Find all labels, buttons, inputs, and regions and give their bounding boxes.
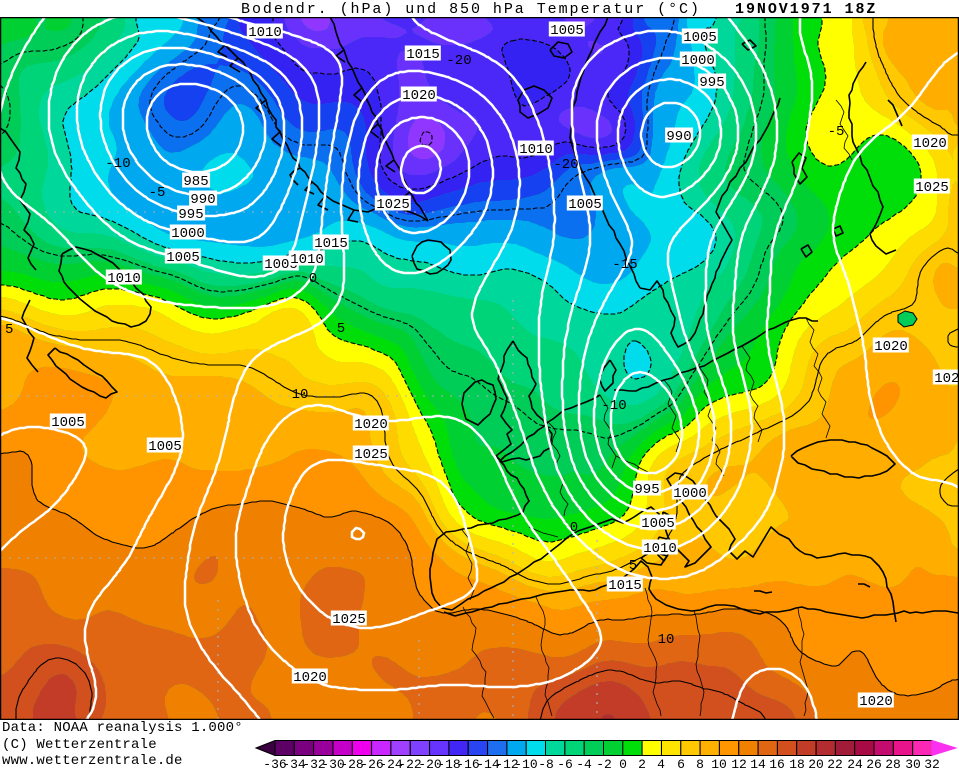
svg-text:-10: -10	[601, 398, 626, 414]
svg-text:-24: -24	[379, 757, 403, 770]
svg-text:1000: 1000	[171, 226, 205, 242]
svg-text:-10: -10	[105, 156, 130, 172]
svg-text:1005: 1005	[166, 250, 200, 266]
svg-text:-20: -20	[553, 157, 578, 173]
svg-text:1005: 1005	[51, 415, 85, 431]
svg-text:5: 5	[337, 321, 345, 337]
svg-text:-2: -2	[596, 757, 612, 770]
svg-text:1010: 1010	[643, 541, 677, 557]
svg-text:16: 16	[769, 757, 785, 770]
svg-text:10: 10	[658, 632, 675, 648]
svg-text:6: 6	[677, 757, 685, 770]
svg-text:1020: 1020	[859, 694, 893, 710]
svg-text:-34: -34	[282, 757, 306, 770]
svg-text:1020: 1020	[874, 339, 908, 355]
svg-text:10: 10	[292, 387, 309, 403]
svg-text:1005: 1005	[641, 516, 675, 532]
svg-text:1015: 1015	[314, 236, 348, 252]
svg-text:4: 4	[657, 757, 665, 770]
svg-text:1025: 1025	[915, 180, 949, 196]
svg-text:32: 32	[924, 757, 940, 770]
svg-text:995: 995	[178, 207, 203, 223]
svg-text:-22: -22	[398, 757, 421, 770]
svg-text:985: 985	[183, 174, 208, 190]
svg-text:-10: -10	[514, 757, 537, 770]
svg-text:1015: 1015	[608, 578, 642, 594]
svg-text:1005: 1005	[550, 23, 584, 39]
svg-text:-36: -36	[263, 757, 286, 770]
svg-text:-18: -18	[437, 757, 460, 770]
svg-text:-30: -30	[321, 757, 344, 770]
svg-text:1010: 1010	[519, 142, 553, 158]
svg-text:0: 0	[309, 271, 317, 287]
svg-text:1010: 1010	[107, 271, 141, 287]
svg-text:10: 10	[711, 757, 727, 770]
svg-text:1000: 1000	[673, 486, 707, 502]
svg-text:1005: 1005	[683, 30, 717, 46]
svg-text:2: 2	[638, 757, 646, 770]
svg-text:1025: 1025	[934, 371, 959, 387]
svg-text:20: 20	[808, 757, 824, 770]
svg-text:1005: 1005	[148, 439, 182, 455]
svg-text:14: 14	[750, 757, 766, 770]
svg-text:995: 995	[634, 482, 659, 498]
svg-text:1005: 1005	[568, 197, 602, 213]
svg-text:-5: -5	[828, 124, 845, 140]
svg-text:-15: -15	[612, 257, 637, 273]
svg-text:1015: 1015	[406, 47, 440, 63]
svg-text:24: 24	[847, 757, 863, 770]
svg-text:-12: -12	[495, 757, 518, 770]
svg-text:-20: -20	[446, 53, 471, 69]
svg-text:-26: -26	[360, 757, 383, 770]
svg-text:1025: 1025	[332, 612, 366, 628]
svg-text:-28: -28	[340, 757, 363, 770]
svg-text:22: 22	[827, 757, 843, 770]
svg-text:1020: 1020	[913, 136, 947, 152]
svg-text:-8: -8	[538, 757, 554, 770]
svg-text:1025: 1025	[376, 197, 410, 213]
svg-text:1000: 1000	[681, 53, 715, 69]
svg-text:0: 0	[619, 757, 627, 770]
svg-text:-6: -6	[557, 757, 573, 770]
svg-text:-16: -16	[456, 757, 479, 770]
svg-text:5: 5	[5, 322, 13, 338]
svg-text:26: 26	[866, 757, 882, 770]
svg-text:1025: 1025	[354, 447, 388, 463]
svg-text:1010: 1010	[248, 25, 282, 41]
svg-text:1020: 1020	[354, 417, 388, 433]
svg-text:8: 8	[696, 757, 704, 770]
svg-text:5: 5	[629, 558, 637, 574]
svg-text:28: 28	[885, 757, 901, 770]
svg-text:-14: -14	[476, 757, 500, 770]
svg-text:30: 30	[905, 757, 921, 770]
svg-text:990: 990	[666, 129, 691, 145]
svg-text:18: 18	[789, 757, 805, 770]
svg-text:1020: 1020	[293, 670, 327, 686]
svg-text:995: 995	[699, 75, 724, 91]
svg-text:-5: -5	[149, 185, 166, 201]
svg-text:-32: -32	[302, 757, 325, 770]
svg-text:12: 12	[731, 757, 747, 770]
svg-text:-20: -20	[418, 757, 441, 770]
svg-text:1010: 1010	[290, 252, 324, 268]
svg-text:-4: -4	[576, 757, 592, 770]
svg-text:1020: 1020	[402, 88, 436, 104]
svg-text:990: 990	[190, 192, 215, 208]
svg-text:0: 0	[570, 520, 578, 536]
